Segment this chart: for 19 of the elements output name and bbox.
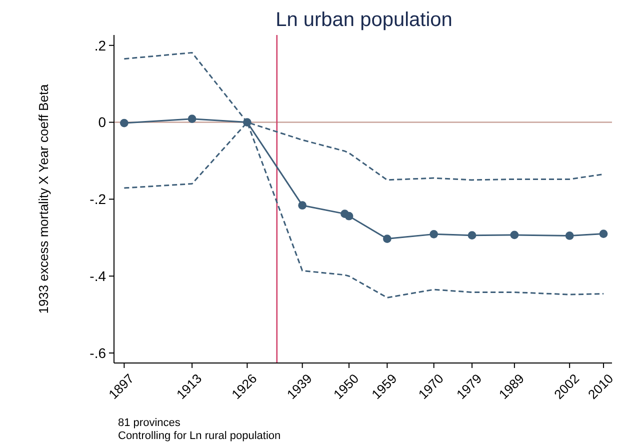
chart-title: Ln urban population [276,9,452,31]
text: Controlling for Ln rural population [118,430,281,442]
point [510,230,519,240]
y-tick-label: 0 [98,114,106,130]
y-axis-title: 1933 excess mortality X Year coeff Beta [36,83,51,314]
point [344,212,354,220]
point [565,232,574,240]
y-tick-label: -.4 [90,268,106,284]
point [430,230,438,238]
point [298,201,307,210]
point [468,231,476,240]
point [188,114,196,124]
point [120,118,128,128]
y-tick-label: -.6 [90,344,106,361]
y-tick-label: -.2 [90,191,106,208]
y-tick-label: .2 [94,37,106,54]
point [382,234,392,243]
text: 81 provinces [118,417,181,429]
point [599,230,608,238]
